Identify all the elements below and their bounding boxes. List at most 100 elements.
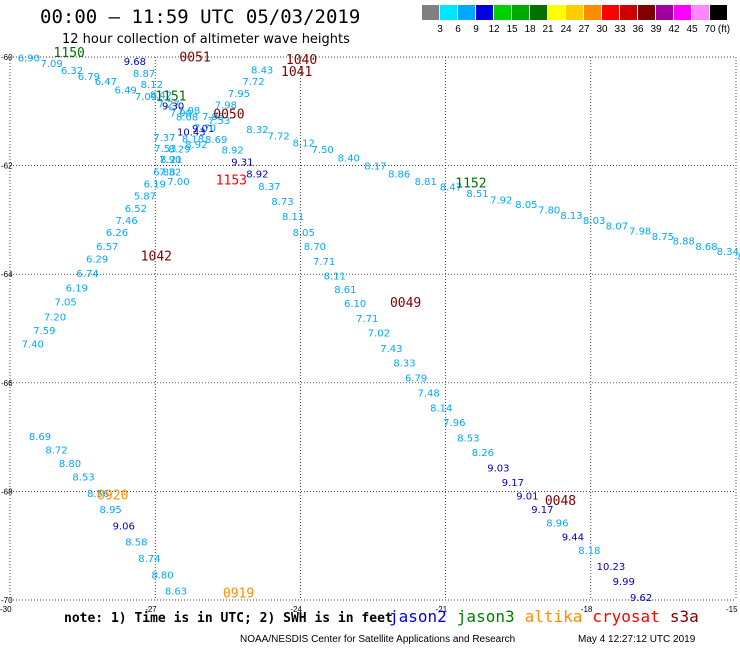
- swh-value: 9.03: [487, 463, 509, 474]
- swh-value: 8.21: [160, 155, 182, 166]
- swh-value: 6.57: [96, 242, 118, 253]
- swh-value: 6.52: [125, 204, 147, 215]
- swh-value: 8.81: [415, 177, 437, 188]
- swh-value: 7.27: [158, 99, 180, 110]
- satellite-legend: jason2 jason3 altika cryosat s3a: [389, 607, 709, 626]
- pass-time-label: 0919: [223, 586, 254, 601]
- lat-tick-label: -60: [1, 53, 13, 62]
- swh-value: 7.32: [159, 167, 181, 178]
- legend-label: 9: [473, 24, 479, 35]
- swh-value: 8.13: [560, 211, 582, 222]
- pass-time-label: 1152: [455, 176, 486, 191]
- swh-value: 8.12: [293, 139, 315, 150]
- lon-tick-label: -24: [290, 605, 302, 614]
- pass-time-label: 1042: [141, 250, 172, 265]
- swh-value: 8.55: [737, 252, 740, 263]
- legend-label: 45: [686, 24, 698, 35]
- swh-value: 8.74: [138, 554, 160, 565]
- pass-time-label: 0051: [179, 50, 210, 65]
- swh-value: 7.09: [135, 92, 157, 103]
- legend-label: 21: [542, 24, 554, 35]
- legend-swatch-24: [548, 5, 565, 20]
- legend-label: 6: [455, 24, 461, 35]
- satellite-s3a: s3a: [669, 607, 699, 626]
- legend-swatch-27: [566, 5, 583, 20]
- swh-value: 7.71: [313, 257, 335, 268]
- swh-value: 8.53: [72, 473, 94, 484]
- swh-value: 7.09: [40, 59, 62, 70]
- pass-time-label: 0049: [390, 296, 421, 311]
- swh-value: 9.30: [162, 102, 184, 113]
- lon-tick-label: -15: [726, 605, 738, 614]
- swh-value: 7.95: [228, 89, 250, 100]
- swh-value: 8.47: [440, 183, 462, 194]
- swh-value: 7.37: [153, 133, 175, 144]
- satellite-jason2: jason2: [389, 607, 447, 626]
- swh-value: 7.00: [167, 177, 189, 188]
- legend-label: 12: [488, 24, 500, 35]
- swh-value: 6.47: [95, 77, 117, 88]
- lat-tick-label: -70: [1, 596, 13, 605]
- legend-swatch-70: [692, 5, 709, 20]
- legend-swatch-30: [584, 5, 601, 20]
- swh-value: 8.61: [334, 285, 356, 296]
- swh-value: 8.26: [472, 448, 494, 459]
- swh-value: 8.96: [546, 519, 568, 530]
- legend-label: 3: [437, 24, 443, 35]
- swh-value: 7.98: [215, 101, 237, 112]
- pass-time-label: 1150: [54, 46, 85, 61]
- pass-time-label: 1041: [281, 65, 312, 80]
- swh-value: 7.90: [159, 155, 181, 166]
- swh-value: 8.18: [182, 134, 204, 145]
- swh-value: 8.14: [430, 404, 452, 415]
- lat-tick-label: -66: [1, 379, 13, 388]
- swh-value: 6.29: [86, 254, 108, 265]
- map-subtitle: 12 hour collection of altimeter wave hei…: [62, 32, 350, 47]
- swh-value: 8.08: [176, 113, 198, 124]
- legend-swatch-36: [620, 5, 637, 20]
- swh-value: 6.79: [405, 374, 427, 385]
- lat-tick-label: -68: [1, 487, 13, 496]
- legend-unit: (ft): [717, 24, 731, 35]
- legend-label: 15: [506, 24, 518, 35]
- swh-value: 6.88: [153, 167, 175, 178]
- swh-value: 9.68: [124, 57, 146, 68]
- legend-swatch-39: [638, 5, 655, 20]
- swh-value: 9.01: [516, 492, 538, 503]
- lat-tick-label: -64: [1, 270, 13, 279]
- swh-value: 8.87: [133, 69, 155, 80]
- swh-value: 8.11: [282, 212, 304, 223]
- swh-value: 8.63: [165, 587, 187, 598]
- swh-value: 8.33: [393, 359, 415, 370]
- swh-value: 8.69: [29, 432, 51, 443]
- swh-value: 9.17: [502, 478, 524, 489]
- swh-value: 10.43: [177, 128, 206, 139]
- swh-value: 7.59: [33, 326, 55, 337]
- swh-value: 9.99: [613, 577, 635, 588]
- legend-label: 24: [560, 24, 572, 35]
- swh-value: 7.40: [22, 340, 44, 351]
- swh-value: 7.80: [538, 205, 560, 216]
- swh-value: 7.53: [208, 116, 230, 127]
- swh-value: 8.05: [515, 200, 537, 211]
- lon-tick-label: -21: [436, 605, 448, 614]
- pass-time-label: 0050: [213, 107, 244, 122]
- swh-value: 8.32: [246, 125, 268, 136]
- legend-swatch-21: [530, 5, 547, 20]
- swh-value: 8.37: [258, 182, 280, 193]
- swh-value: 7.92: [490, 196, 512, 207]
- legend-swatch-15: [494, 5, 511, 20]
- swh-value: 8.03: [583, 216, 605, 227]
- swh-value: 6.26: [106, 228, 128, 239]
- legend-swatch-6: [440, 5, 457, 20]
- swh-value: 8.18: [578, 546, 600, 557]
- swh-value: 9.44: [562, 532, 584, 543]
- swh-value: 8.88: [673, 236, 695, 247]
- swh-value: 8.92: [185, 140, 207, 151]
- swh-value: 8.80: [151, 570, 173, 581]
- legend-label: 30: [596, 24, 608, 35]
- satellite-altika: altika: [524, 607, 583, 626]
- pass-time-label: 1151: [155, 89, 186, 104]
- legend-label: 42: [668, 24, 680, 35]
- legend-swatch-12: [476, 5, 493, 20]
